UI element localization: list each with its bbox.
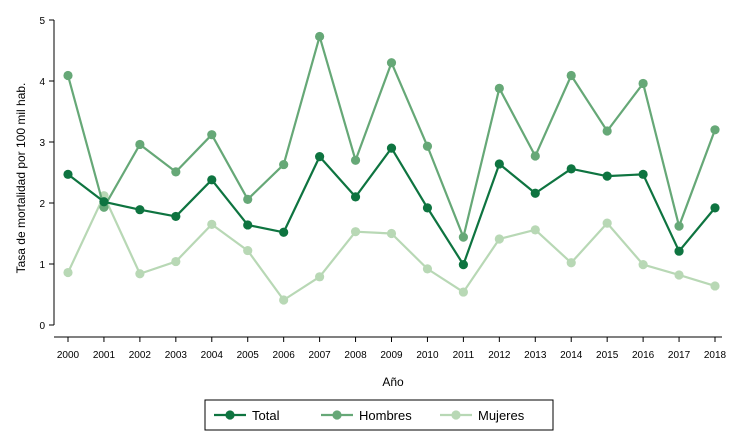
data-point-mujeres: [135, 269, 145, 279]
x-tick-label: 2013: [524, 350, 547, 361]
data-point-mujeres: [710, 281, 720, 291]
data-point-total: [674, 246, 684, 256]
data-point-total: [350, 192, 361, 202]
data-point-mujeres: [243, 245, 253, 256]
series-line-mujeres: [67, 194, 716, 302]
y-tick-label: 0: [39, 321, 45, 332]
data-point-mujeres: [530, 225, 540, 235]
data-point-total: [207, 175, 217, 185]
data-point-hombres: [710, 125, 720, 135]
x-tick-label: 2015: [596, 350, 619, 361]
y-tick-label: 2: [39, 199, 45, 210]
data-point-mujeres: [494, 234, 504, 244]
data-point-mujeres: [171, 256, 181, 267]
x-tick-label: 2016: [632, 350, 655, 361]
legend-marker-mujeres: [451, 410, 461, 420]
x-tick-label: 2004: [201, 350, 224, 361]
data-point-total: [530, 188, 540, 198]
data-point-total: [602, 171, 612, 181]
data-point-hombres: [350, 155, 361, 165]
data-point-hombres: [422, 141, 433, 151]
data-point-total: [63, 169, 73, 179]
data-point-hombres: [171, 167, 181, 177]
data-point-mujeres: [674, 270, 684, 280]
data-point-hombres: [207, 130, 217, 140]
data-point-hombres: [315, 31, 325, 42]
legend-label-total: Total: [252, 408, 280, 423]
data-point-hombres: [458, 232, 468, 242]
x-tick-label: 2000: [57, 350, 80, 361]
legend-marker-hombres: [332, 410, 342, 420]
series-group: [63, 31, 720, 305]
data-point-hombres: [530, 151, 540, 161]
legend-label-hombres: Hombres: [359, 408, 412, 423]
series-total: [63, 143, 720, 270]
x-tick-label: 2011: [453, 350, 475, 361]
legend-label-mujeres: Mujeres: [478, 408, 525, 423]
data-point-mujeres: [458, 287, 468, 297]
x-tick-label: 2009: [380, 350, 403, 361]
x-tick-label: 2001: [93, 350, 116, 361]
y-tick-label: 3: [39, 138, 45, 149]
tick-group: 0 1 2 3 4 5 2000 2001 2002 2003 2004 2005 2006 2007 20…: [39, 16, 726, 361]
series-hombres: [63, 31, 720, 242]
x-tick-label: 2002: [129, 350, 152, 361]
x-tick-label: 2006: [273, 350, 296, 361]
x-tick-label: 2007: [308, 350, 331, 361]
data-point-total: [386, 143, 397, 153]
data-point-hombres: [243, 194, 253, 204]
data-point-total: [315, 152, 325, 162]
data-point-hombres: [279, 159, 289, 170]
data-point-mujeres: [602, 218, 612, 228]
series-line-total: [67, 147, 716, 266]
x-tick-label: 2008: [344, 350, 367, 361]
data-point-mujeres: [207, 219, 217, 229]
data-point-total: [99, 197, 109, 207]
data-point-total: [135, 205, 145, 215]
data-point-total: [710, 203, 720, 213]
data-point-mujeres: [63, 267, 73, 278]
y-tick-label: 4: [39, 77, 45, 88]
data-point-mujeres: [566, 258, 576, 268]
data-point-hombres: [566, 70, 576, 81]
data-point-total: [638, 169, 648, 179]
data-point-total: [171, 211, 181, 222]
x-tick-label: 2010: [416, 350, 439, 361]
data-point-total: [494, 159, 504, 169]
x-tick-label: 2012: [488, 350, 511, 361]
data-point-hombres: [135, 139, 145, 150]
legend-marker-total: [225, 410, 235, 420]
data-point-mujeres: [279, 295, 289, 305]
series-mujeres: [63, 191, 720, 305]
y-tick-label: 1: [39, 260, 45, 271]
data-point-total: [243, 220, 253, 230]
data-point-total: [566, 164, 576, 174]
data-point-mujeres: [422, 264, 433, 274]
data-point-total: [458, 260, 468, 270]
x-axis-title: Año: [382, 375, 404, 389]
data-point-hombres: [63, 70, 73, 81]
legend: Total Hombres Mujeres: [204, 399, 554, 431]
data-point-hombres: [674, 221, 684, 231]
data-point-mujeres: [350, 227, 361, 237]
data-point-mujeres: [315, 272, 325, 282]
x-tick-label: 2018: [704, 350, 727, 361]
data-point-hombres: [602, 126, 612, 136]
legend-box: [204, 399, 554, 431]
y-tick-label: 5: [39, 16, 45, 27]
data-point-hombres: [494, 83, 504, 93]
data-point-mujeres: [638, 260, 648, 270]
y-axis-title: Tasa de mortalidad por 100 mil hab.: [14, 83, 28, 274]
x-tick-label: 2017: [668, 350, 691, 361]
data-point-hombres: [638, 78, 648, 89]
data-point-total: [422, 203, 433, 213]
data-point-hombres: [386, 58, 397, 68]
data-point-mujeres: [386, 228, 397, 239]
data-point-total: [279, 227, 289, 237]
x-tick-label: 2014: [560, 350, 583, 361]
x-tick-label: 2005: [237, 350, 260, 361]
axes: Tasa de mortalidad por 100 mil hab. Año: [14, 20, 722, 389]
x-tick-label: 2003: [165, 350, 188, 361]
